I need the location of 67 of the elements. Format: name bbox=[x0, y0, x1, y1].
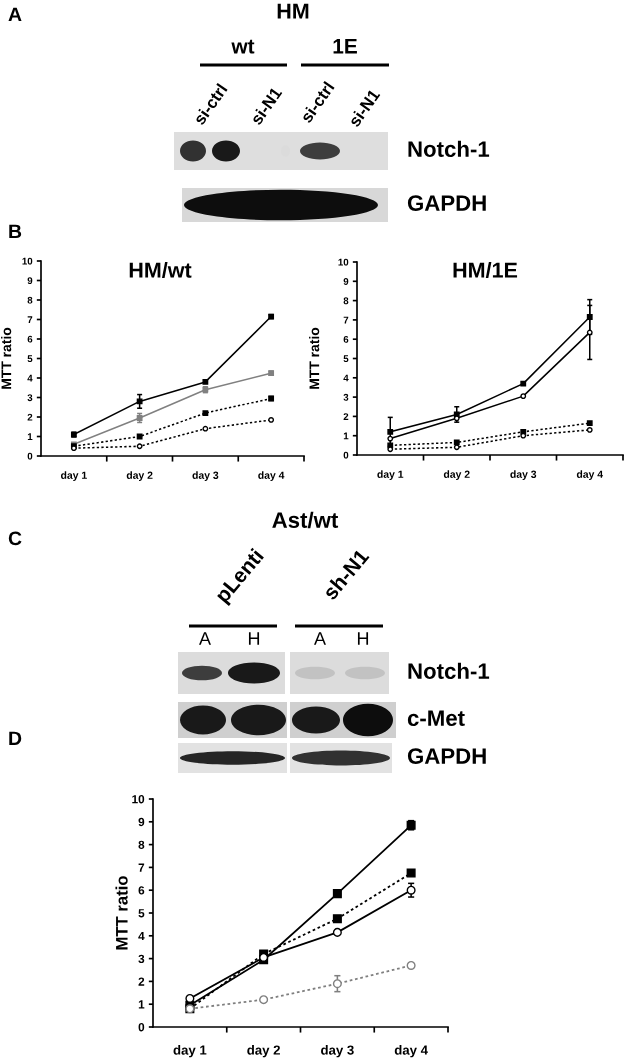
x-tick-label: day 1 bbox=[60, 471, 87, 481]
text: C bbox=[8, 531, 22, 546]
y-tick-label: 4 bbox=[27, 374, 33, 382]
x-tick-label: day 3 bbox=[510, 470, 537, 480]
y-tick-label: 4 bbox=[138, 931, 145, 941]
y-tick-label: 3 bbox=[138, 954, 145, 964]
y-tick-label: 0 bbox=[138, 1023, 145, 1032]
category-label: Notch-1 bbox=[408, 140, 490, 157]
category-label: GAPDH bbox=[407, 748, 486, 764]
y-tick-label: 9 bbox=[343, 278, 349, 285]
y-tick-label: 2 bbox=[27, 413, 33, 421]
y-tick-label: 6 bbox=[343, 335, 349, 343]
category-label: A bbox=[199, 632, 211, 645]
chart-title: HM/1E bbox=[453, 261, 518, 278]
text: D bbox=[9, 731, 22, 746]
y-tick-label: 3 bbox=[27, 394, 33, 402]
category-label: H bbox=[248, 632, 260, 645]
x-tick-label: day 3 bbox=[321, 1045, 354, 1058]
text: Ast/wt bbox=[272, 511, 339, 529]
x-tick-label: day 4 bbox=[394, 1045, 428, 1058]
y-tick-label: 2 bbox=[343, 413, 349, 420]
y-tick-label: 7 bbox=[343, 316, 349, 324]
x-tick-label: day 1 bbox=[173, 1045, 207, 1058]
text: A bbox=[8, 7, 22, 22]
y-tick-label: 5 bbox=[27, 355, 33, 363]
y-tick-label: 6 bbox=[138, 886, 145, 895]
y-tick-label: 8 bbox=[138, 840, 145, 849]
y-tick-label: 5 bbox=[343, 355, 349, 363]
text: wt bbox=[231, 39, 255, 54]
category-label: A bbox=[314, 632, 326, 645]
y-tick-label: 5 bbox=[138, 909, 145, 918]
x-tick-label: day 2 bbox=[247, 1045, 280, 1058]
y-tick-label: 8 bbox=[27, 296, 33, 304]
x-tick-label: day 4 bbox=[576, 470, 604, 480]
category-label: GAPDH bbox=[407, 195, 486, 211]
y-axis-title: MTT ratio bbox=[1, 327, 12, 389]
category-label: H bbox=[357, 632, 369, 645]
y-tick-label: 0 bbox=[27, 452, 33, 460]
x-tick-label: day 4 bbox=[258, 471, 285, 481]
text: B bbox=[9, 224, 22, 239]
y-tick-label: 0 bbox=[343, 451, 349, 459]
y-tick-label: 2 bbox=[138, 977, 145, 986]
y-tick-label: 1 bbox=[343, 432, 349, 440]
y-tick-label: 6 bbox=[27, 335, 33, 343]
chart-title: HM/wt bbox=[129, 261, 192, 278]
y-tick-label: 10 bbox=[338, 258, 349, 266]
category-label: c-Met bbox=[407, 710, 465, 726]
y-tick-label: 8 bbox=[343, 297, 349, 305]
y-tick-label: 7 bbox=[138, 863, 145, 872]
y-tick-label: 10 bbox=[22, 257, 33, 265]
y-tick-label: 9 bbox=[138, 817, 145, 827]
category-label: Notch-1 bbox=[408, 662, 490, 679]
y-tick-label: 3 bbox=[343, 393, 349, 401]
y-tick-label: 7 bbox=[27, 316, 33, 324]
text: HM bbox=[277, 3, 309, 19]
y-tick-label: 4 bbox=[343, 374, 349, 382]
y-tick-label: 1 bbox=[138, 1000, 145, 1009]
y-axis-title: MTT ratio bbox=[309, 327, 320, 389]
x-tick-label: day 3 bbox=[192, 471, 219, 481]
y-tick-label: 10 bbox=[132, 795, 145, 804]
x-tick-label: day 2 bbox=[443, 470, 470, 480]
text: 1E bbox=[333, 39, 357, 54]
y-tick-label: 1 bbox=[27, 433, 33, 441]
y-axis-title: MTT ratio bbox=[115, 876, 128, 950]
x-tick-label: day 2 bbox=[126, 471, 153, 481]
x-tick-label: day 1 bbox=[377, 470, 404, 480]
y-tick-label: 9 bbox=[27, 277, 33, 285]
